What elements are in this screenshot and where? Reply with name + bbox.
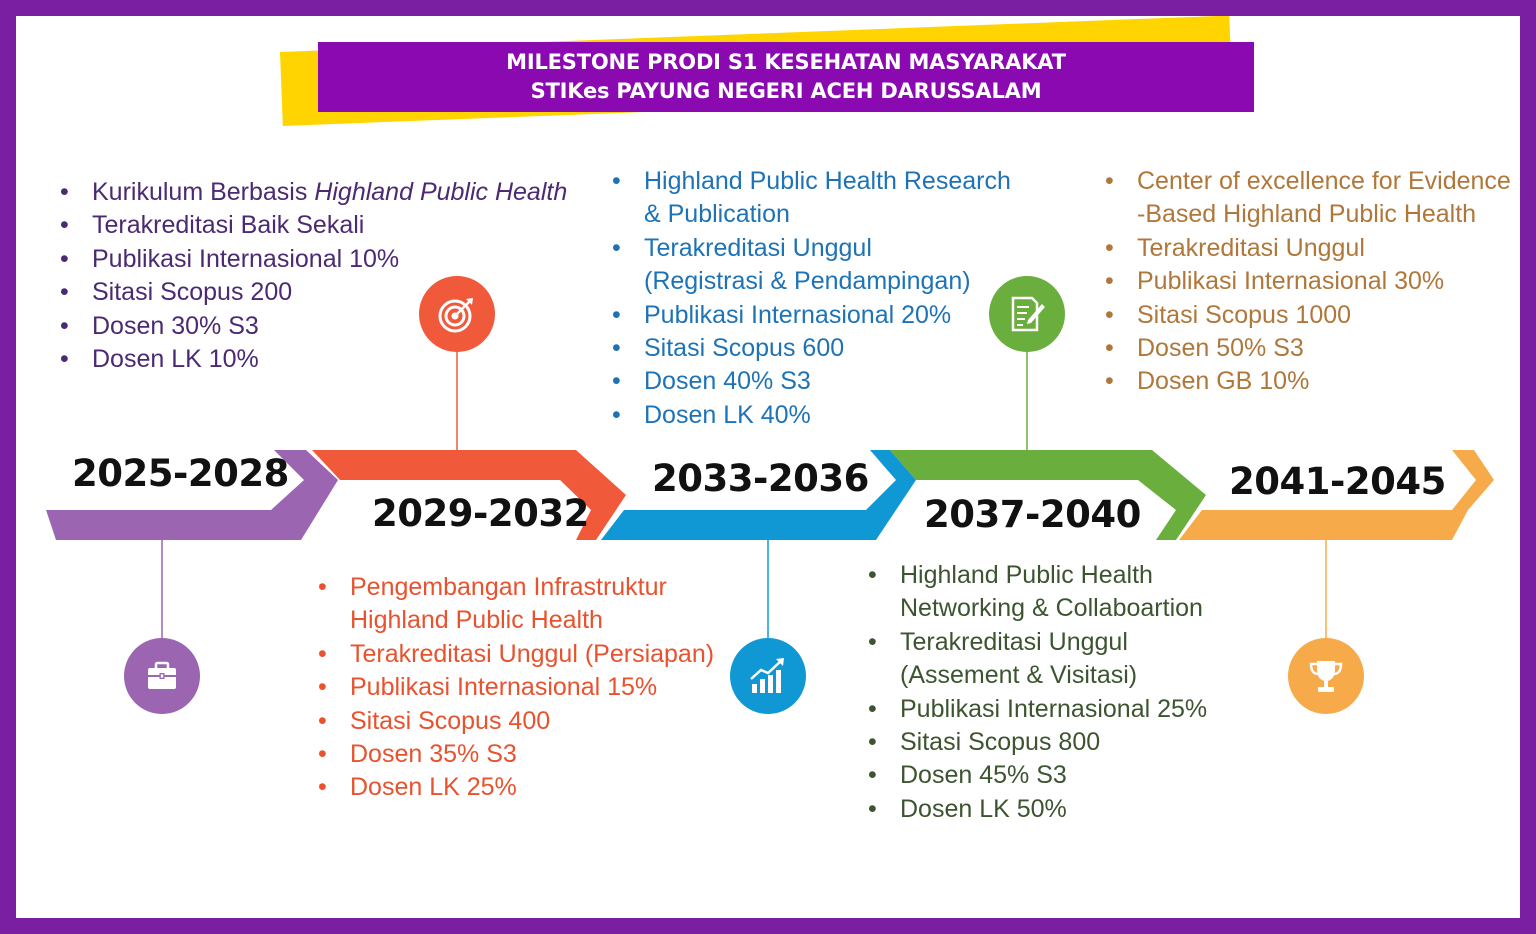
list-item: Highland Public Health Research & Public… [612,165,1011,232]
year-label-2033-2036: 2033-2036 [652,457,869,500]
list-item: Sitasi Scopus 200 [60,276,567,310]
list-item: Sitasi Scopus 400 [318,705,714,739]
briefcase-icon [148,661,176,689]
year-label-2041-2045: 2041-2045 [1229,460,1446,503]
arrow-segment-2025-2028 [46,450,338,540]
list-item: Dosen 50% S3 [1105,332,1511,366]
list-item: Publikasi Internasional 25% [868,693,1207,727]
list-item: Dosen 40% S3 [612,365,1011,399]
title-line-1: MILESTONE PRODI S1 KESEHATAN MASYARAKAT [506,50,1066,74]
list-item: Dosen LK 25% [318,771,714,805]
list-item: Dosen 35% S3 [318,738,714,772]
arrow-segment-2033-2036 [601,450,916,540]
phase-2-milestones: Pengembangan Infrastruktur Highland Publ… [318,571,714,805]
list-item: Publikasi Internasional 30% [1105,265,1511,299]
phase-5-icon-circle [1288,638,1364,714]
arrow-segment-2041-2045 [1179,450,1494,540]
trophy-icon [1309,661,1343,692]
list-item: Terakreditasi Baik Sekali [60,209,567,243]
list-item: Dosen 45% S3 [868,759,1207,793]
list-item: Terakreditasi Unggul (Assement & Visitas… [868,626,1207,693]
year-label-2025-2028: 2025-2028 [72,452,289,495]
list-item: Dosen LK 40% [612,399,1011,433]
list-item: Sitasi Scopus 1000 [1105,299,1511,333]
growth-chart-icon [750,658,784,693]
title-line-2: STIKes PAYUNG NEGERI ACEH DARUSSALAM [530,79,1042,103]
document-pen-icon [1011,296,1045,332]
phase-3-milestones: Highland Public Health Research & Public… [612,165,1011,433]
list-item: Sitasi Scopus 800 [868,726,1207,760]
timeline-arrow [46,351,1494,656]
title-banner: MILESTONE PRODI S1 KESEHATAN MASYARAKAT … [318,42,1254,112]
list-item: Publikasi Internasional 15% [318,671,714,705]
arrow-segment-2029-2032 [312,450,626,540]
list-item: Kurikulum Berbasis Highland Public Healt… [60,176,567,210]
list-item: Dosen LK 50% [868,793,1207,827]
arrow-segment-2037-2040 [890,450,1206,540]
phase-3-icon-circle [730,638,806,714]
list-item: Terakreditasi Unggul (Registrasi & Penda… [612,232,1011,299]
phase-1-milestones: Kurikulum Berbasis Highland Public Healt… [60,176,567,377]
year-label-2037-2040: 2037-2040 [924,493,1141,536]
list-item: Pengembangan Infrastruktur Highland Publ… [318,571,714,638]
list-item: Sitasi Scopus 600 [612,332,1011,366]
phase-4-milestones: Highland Public Health Networking & Coll… [868,559,1207,827]
list-item: Terakreditasi Unggul [1105,232,1511,266]
list-item: Terakreditasi Unggul (Persiapan) [318,638,714,672]
list-item: Publikasi Internasional 10% [60,243,567,277]
phase-5-milestones: Center of excellence for Evidence -Based… [1105,165,1511,399]
list-item: Dosen GB 10% [1105,365,1511,399]
list-item: Publikasi Internasional 20% [612,299,1011,333]
year-label-2029-2032: 2029-2032 [372,492,589,535]
list-item: Highland Public Health Networking & Coll… [868,559,1207,626]
list-item: Center of excellence for Evidence -Based… [1105,165,1511,232]
list-item: Dosen 30% S3 [60,310,567,344]
phase-1-icon-circle [124,638,200,714]
list-item: Dosen LK 10% [60,343,567,377]
